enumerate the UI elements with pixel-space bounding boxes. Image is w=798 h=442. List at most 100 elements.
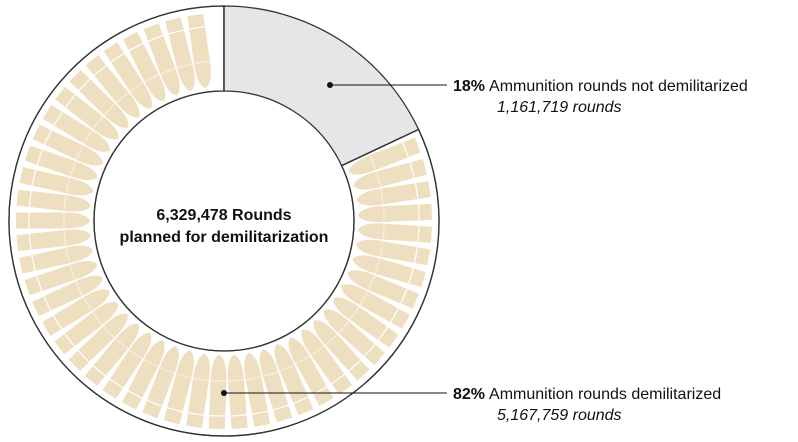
bullet-shape [208,354,227,430]
bullet-decoration [357,223,433,243]
bullet-decoration [163,350,194,425]
bullet-shape [16,189,91,212]
bullet-shape [163,350,194,425]
bullet-shape [227,354,248,430]
bullet-groove [92,115,104,130]
bullet-groove [160,67,176,75]
bullet-decoration [348,137,421,175]
bullet-decoration [323,309,385,366]
bullet-groove [91,311,103,326]
bullet-groove [31,254,36,271]
bullet-decoration [16,189,91,212]
bullet-groove [400,288,408,304]
bullet-groove [43,295,52,311]
bullet-shape [16,229,91,252]
bullet-groove [109,378,124,389]
count-label: 5,167,759 rounds [497,407,622,424]
bullet-decoration [357,203,433,223]
bullet-groove [146,399,163,407]
bullet-groove [176,63,193,69]
bullet-groove [295,355,311,365]
bullet-groove [417,204,420,221]
bullet-shape [347,270,420,309]
bullet-shape [341,284,410,329]
donut-segment [8,5,440,437]
bullet-shape [123,31,166,102]
bullet-groove [189,26,206,30]
bullet-decoration [208,354,227,430]
bullet-groove [245,376,262,381]
bullet-shape [143,23,180,96]
bullet-decoration [19,167,94,196]
bullet-decoration [355,239,431,266]
bullet-shape [19,245,94,274]
bullet-groove [64,333,75,347]
bullet-groove [52,315,63,330]
bullet-decoration [333,297,399,348]
bullet-groove [279,364,295,372]
bullet-groove [378,326,389,341]
bullet-decoration [143,23,180,96]
bullet-groove [409,162,415,179]
bullet-groove [144,73,160,83]
bullet-decoration [84,323,139,386]
bullet-groove [262,371,279,378]
bullet-groove [93,64,107,76]
bullet-decoration [353,159,427,190]
bullet-shape [24,145,98,181]
bullet-groove [92,365,106,377]
bullet-groove [369,154,377,171]
bullet-groove [210,379,227,382]
bullet-groove [65,177,71,194]
bullet-groove [75,144,84,160]
bullet-groove [159,366,175,375]
bullet-groove [390,308,399,323]
bullet-shape [19,167,94,196]
bullet-decoration [102,332,152,399]
bullet-groove [43,129,52,145]
bullet-groove [114,338,129,350]
bullet-shape [259,349,293,423]
bullet-groove [337,320,350,334]
bullet-decoration [69,70,129,128]
bullet-groove [147,35,164,42]
bullet-groove [102,325,115,339]
bullet-decoration [54,301,118,355]
bullet-groove [209,415,226,417]
bullet-groove [69,160,77,177]
bullet-groove [53,111,63,126]
bullet-shape [274,344,314,416]
bullet-groove [63,230,67,247]
bullet-groove [128,42,144,52]
bullet-decoration [55,86,119,140]
bullet-groove [413,247,418,264]
bullet-groove [375,171,382,188]
bullet-shape [15,212,91,229]
donut-segment [223,5,420,167]
bullet-groove [414,183,419,200]
bullet-shape [244,352,271,427]
bullet-shape [32,124,103,166]
bullet-shape [356,181,431,206]
bullet-groove [127,390,143,399]
bullet-decoration [347,270,420,309]
bullet-groove [374,258,381,275]
bullet-groove [103,103,116,116]
bullet-decoration [165,17,195,92]
bullet-decoration [32,275,103,317]
bullet-groove [187,412,204,416]
bullet-decoration [19,245,94,274]
bullet-groove [272,404,289,411]
bullet-shape [186,353,210,428]
bullet-shape [32,275,103,317]
count-label: 1,161,719 rounds [497,99,622,116]
category-label: Ammunition rounds demilitarized [489,386,721,403]
center-label: 6,329,478 Rounds [156,207,291,224]
bullet-groove [251,410,268,415]
bullet-shape [121,340,165,410]
bullet-groove [36,149,43,166]
percent-label: 18% [453,78,485,95]
bullet-decoration [24,145,98,181]
bullet-groove [74,281,84,297]
